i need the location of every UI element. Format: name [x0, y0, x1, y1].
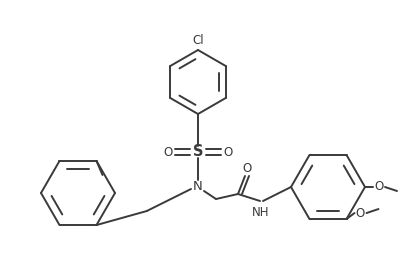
Text: O: O — [223, 146, 233, 158]
Text: NH: NH — [252, 205, 270, 218]
Text: O: O — [356, 207, 365, 220]
Text: O: O — [242, 161, 252, 174]
Text: O: O — [163, 146, 173, 158]
Text: S: S — [193, 144, 203, 160]
Text: O: O — [374, 181, 383, 194]
Text: N: N — [193, 181, 203, 194]
Text: Cl: Cl — [192, 35, 204, 48]
